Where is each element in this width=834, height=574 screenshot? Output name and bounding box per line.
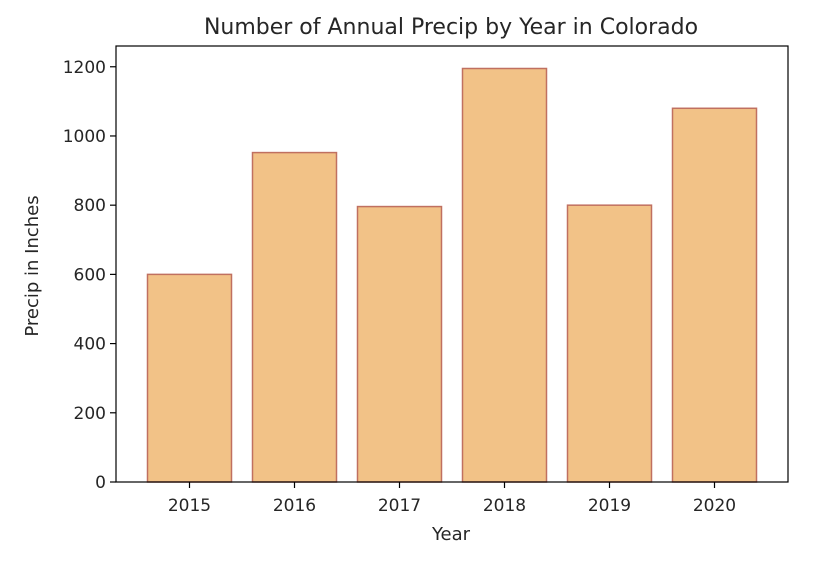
y-tick-label: 1000 bbox=[63, 127, 106, 147]
y-tick-label: 600 bbox=[74, 265, 106, 285]
x-axis-ticks: 2015 2016 2017 2018 2019 2020 bbox=[168, 482, 736, 516]
bar-2015 bbox=[146, 273, 233, 483]
x-tick-label: 2017 bbox=[378, 496, 421, 516]
chart-title: Number of Annual Precip by Year in Color… bbox=[204, 15, 698, 40]
plot-frame bbox=[115, 45, 789, 483]
bar-2020 bbox=[671, 107, 758, 483]
y-axis-label: Precip in Inches bbox=[22, 195, 43, 336]
y-tick-label: 800 bbox=[74, 196, 106, 216]
bar-2019 bbox=[566, 204, 653, 483]
x-tick-label: 2018 bbox=[483, 496, 526, 516]
x-tick-label: 2019 bbox=[588, 496, 631, 516]
bar-2018 bbox=[461, 67, 548, 483]
y-tick-label: 1200 bbox=[63, 58, 106, 78]
y-tick-label: 0 bbox=[95, 473, 106, 493]
x-tick-label: 2020 bbox=[693, 496, 736, 516]
y-axis-ticks: 0 200 400 600 800 1000 1200 bbox=[63, 58, 116, 493]
x-axis-label: Year bbox=[431, 524, 471, 545]
bar-group bbox=[146, 67, 758, 483]
x-tick-label: 2016 bbox=[273, 496, 316, 516]
x-tick-label: 2015 bbox=[168, 496, 211, 516]
bar-2016 bbox=[251, 151, 338, 483]
bar-2017 bbox=[356, 205, 443, 483]
y-tick-label: 400 bbox=[74, 335, 106, 355]
y-tick-label: 200 bbox=[74, 404, 106, 424]
